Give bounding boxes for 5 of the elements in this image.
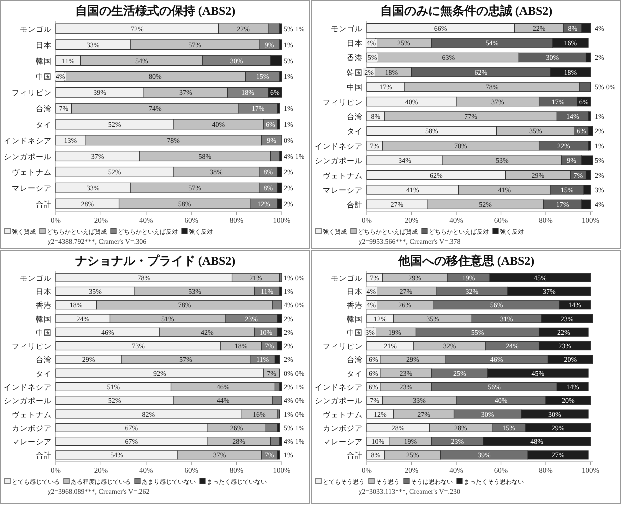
chart-title: 自国の生活様式の保持 (ABS2) bbox=[75, 4, 236, 18]
chart-title: 他国への移住意思 (ABS2) bbox=[397, 254, 535, 268]
chart-title: ナショナル・プライド (ABS2) bbox=[75, 254, 236, 268]
bar bbox=[279, 382, 282, 392]
chart-title: 自国のみに無条件の忠誠 (ABS2) bbox=[380, 4, 553, 18]
